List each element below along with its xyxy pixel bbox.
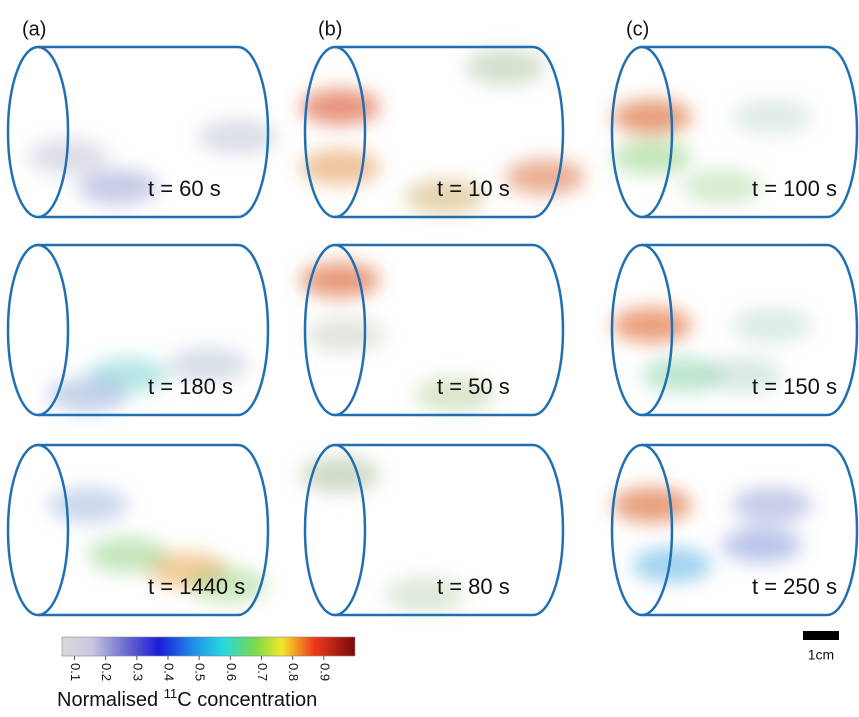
cloud <box>732 307 812 343</box>
cloud <box>300 149 380 185</box>
cloud <box>48 487 128 523</box>
colorbar-tick-label: 0.4 <box>162 663 177 681</box>
scale-bar <box>803 631 839 640</box>
time-label: t = 60 s <box>148 176 221 201</box>
cylinder-end <box>8 47 68 217</box>
render: t = 60 s <box>8 47 278 217</box>
cloud <box>612 307 692 343</box>
label-superscript: 11 <box>164 686 178 701</box>
time-label: t = 50 s <box>437 374 510 399</box>
cylinder-end <box>8 245 68 415</box>
cloud <box>722 527 802 563</box>
cloud <box>300 89 380 125</box>
cloud <box>305 317 385 353</box>
cloud <box>300 262 380 298</box>
cylinder-end <box>8 445 68 615</box>
colorbar-tick-label: 0.2 <box>99 663 114 681</box>
label-suffix: C concentration <box>177 689 317 711</box>
cylinder-end <box>305 47 365 217</box>
time-label: t = 1440 s <box>148 574 245 599</box>
render: t = 150 s <box>612 245 857 415</box>
cylinder-end <box>612 445 672 615</box>
render: t = 100 s <box>612 47 857 217</box>
render: t = 80 s <box>300 445 563 615</box>
colorbar-tick-label: 0.5 <box>193 663 208 681</box>
colorbar-tick-label: 0.8 <box>286 663 301 681</box>
cloud <box>465 49 545 85</box>
cloud <box>732 99 812 135</box>
scale-bar-label: 1cm <box>808 647 834 663</box>
time-label: t = 80 s <box>437 574 510 599</box>
cloud <box>198 119 278 155</box>
render: t = 180 s <box>8 245 268 415</box>
panel-label: (c) <box>626 18 649 40</box>
colorbar-tick-label: 0.6 <box>224 663 239 681</box>
cloud <box>612 139 692 175</box>
cloud <box>612 99 692 135</box>
cloud <box>732 487 812 523</box>
cloud <box>682 169 762 205</box>
colorbar-label: Normalised 11C concentration <box>57 686 317 711</box>
figure: 1cm Normalised 11C concentration (a) t = … <box>0 0 859 717</box>
label-text: Normalised <box>57 689 164 711</box>
render: t = 50 s <box>300 245 563 415</box>
time-label: t = 250 s <box>752 574 837 599</box>
colorbar-tick-label: 0.9 <box>317 663 332 681</box>
time-label: t = 10 s <box>437 176 510 201</box>
render: t = 250 s <box>612 445 857 615</box>
render: t = 1440 s <box>8 445 268 615</box>
colorbar-tick-label: 0.3 <box>130 663 145 681</box>
panel-label: (b) <box>318 18 342 40</box>
colorbar <box>62 637 355 656</box>
colorbar-tick-label: 0.7 <box>255 663 270 681</box>
cloud <box>612 487 692 523</box>
panel-label: (a) <box>22 18 46 40</box>
time-label: t = 180 s <box>148 374 233 399</box>
cloud <box>88 537 168 573</box>
render: t = 10 s <box>300 47 585 217</box>
render-cloud <box>612 487 812 583</box>
cloud <box>78 169 158 205</box>
cloud <box>505 159 585 195</box>
time-label: t = 150 s <box>752 374 837 399</box>
cloud <box>48 377 128 413</box>
time-label: t = 100 s <box>752 176 837 201</box>
colorbar-tick-label: 0.1 <box>68 663 83 681</box>
